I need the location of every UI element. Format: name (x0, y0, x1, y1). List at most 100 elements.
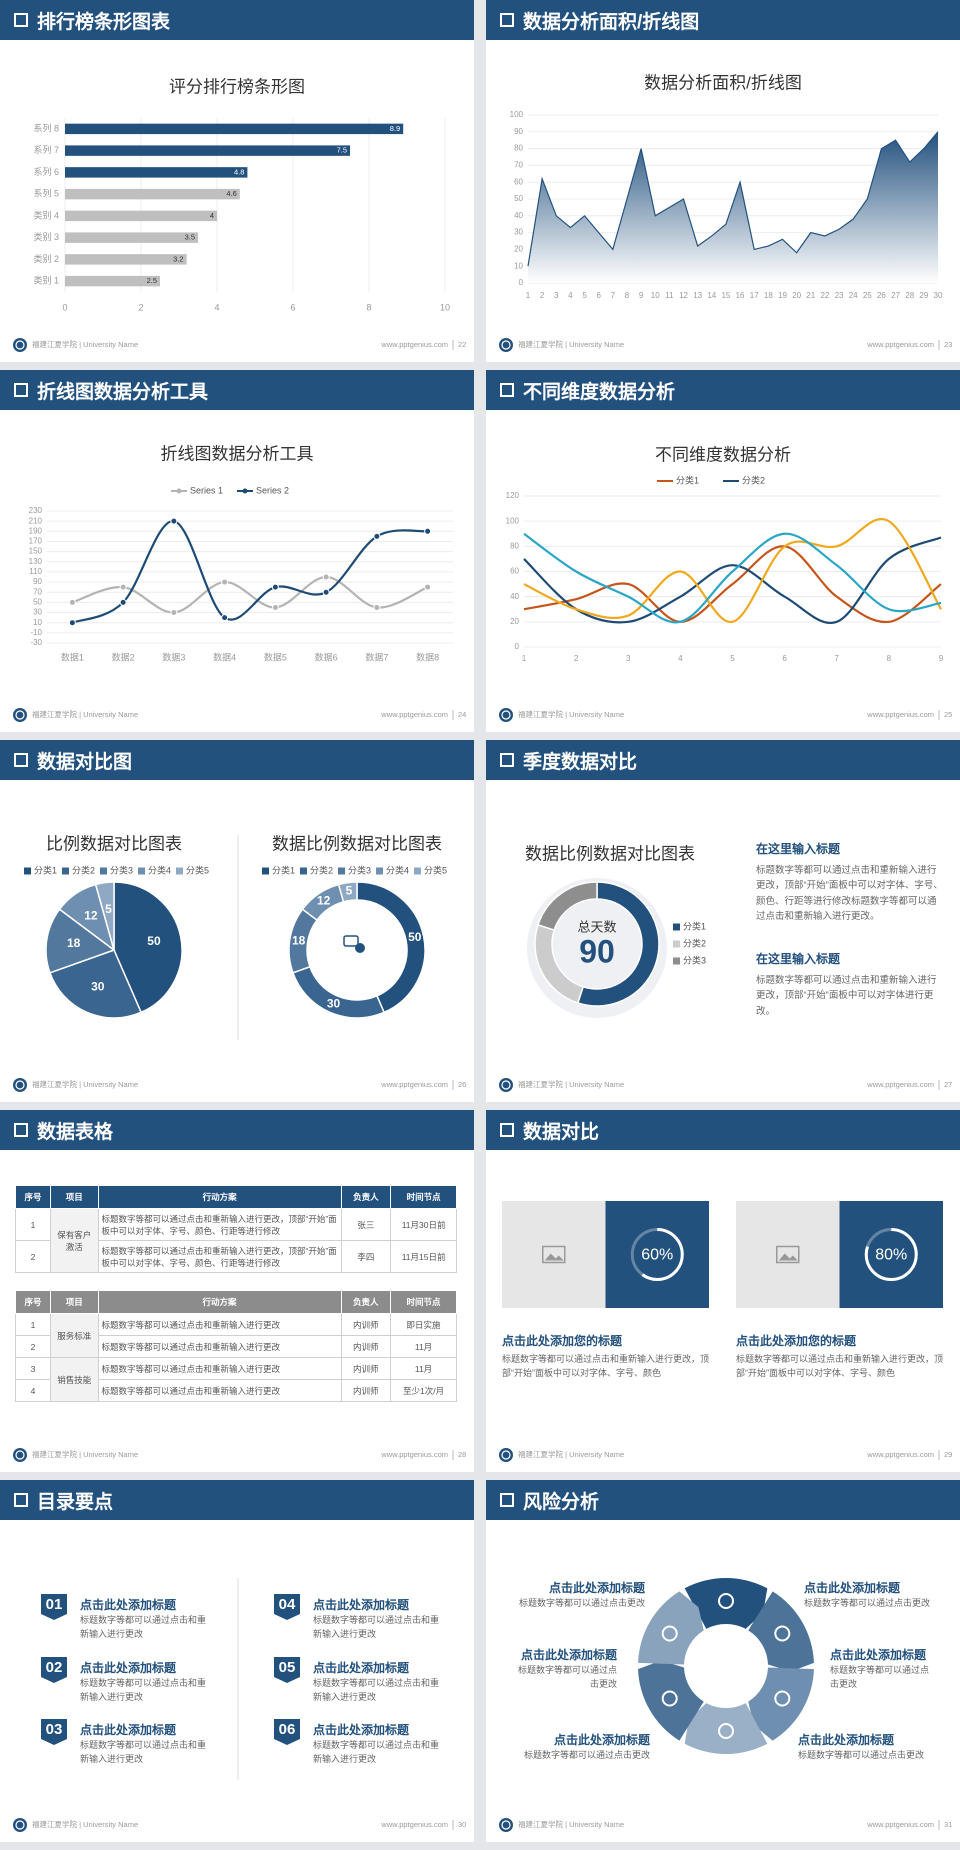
header-icon (500, 13, 514, 27)
area (528, 131, 938, 283)
ring-label: 60% (641, 1247, 673, 1264)
footer-page: 22 (458, 340, 466, 349)
cell: 11月30日前 (390, 1208, 457, 1241)
badge (41, 1594, 67, 1620)
header-cell: 时间节点 (390, 1185, 457, 1209)
slice-label: 18 (292, 933, 306, 947)
x-tick-label: 20 (792, 291, 801, 300)
footer-page: 28 (458, 1450, 466, 1459)
x-tick-label: 5 (582, 291, 587, 300)
value-label: 3.5 (185, 233, 195, 242)
cycle-segment (638, 1660, 704, 1741)
slice (537, 881, 598, 932)
slide-canvas: 福建江夏学院 | University Name www.pptgenius.co… (499, 844, 952, 1092)
legend-swatch (176, 867, 183, 875)
footer-school: 福建江夏学院 | University Name (518, 1079, 624, 1089)
value-label: 2.5 (147, 276, 157, 285)
cell: 标题数字等都可以通过点击和重新输入进行更改 (97, 1379, 342, 1402)
cell: 李四 (340, 1240, 392, 1273)
x-tick-label: 数据8 (416, 651, 439, 662)
footer-school: 福建江夏学院 | University Name (518, 339, 624, 349)
chart-title: 数据分析面积/折线图 (644, 73, 802, 92)
bar (65, 145, 350, 156)
project-cell: 服务标准 (49, 1313, 99, 1358)
slide-header: 数据对比 (486, 1110, 960, 1150)
x-tick-label: 13 (693, 291, 702, 300)
slide: 目录要点 福建江夏学院 | University Name www.pptgeniu… (0, 1480, 474, 1842)
cell: 1 (15, 1208, 51, 1241)
y-tick-label: 70 (33, 587, 42, 596)
category-label: 系列 8 (33, 122, 59, 133)
footer-site: www.pptgenius.com (380, 1820, 448, 1829)
y-tick-label: 150 (29, 547, 43, 556)
slide-header: 季度数据对比 (486, 740, 960, 780)
y-tick-label: 30 (33, 608, 42, 617)
footer-page: 26 (458, 1080, 466, 1089)
slide-header: 不同维度数据分析 (486, 370, 960, 410)
x-tick-label: 12 (679, 291, 688, 300)
slice-label: 5 (346, 884, 353, 898)
x-tick-label: 28 (905, 291, 914, 300)
header-icon (14, 383, 28, 397)
series-line (71, 520, 428, 624)
point (373, 603, 381, 611)
text-title: 在这里输入标题 (756, 842, 841, 856)
item-title: 点击此处添加标题 (80, 1598, 177, 1612)
slice-label: 12 (84, 909, 98, 923)
header-row: 序号 项目 行动方案 负责人 时间节点 (15, 1185, 457, 1209)
cell: 内训师 (340, 1357, 392, 1380)
legend-swatch (62, 867, 69, 875)
x-tick-label: 数据7 (365, 651, 388, 662)
cycle-icon (774, 1690, 791, 1707)
y-tick-label: 190 (29, 526, 43, 535)
logo-ring (15, 710, 25, 720)
legend-swatch (673, 940, 680, 948)
value-label: 3.2 (173, 254, 183, 263)
slide: 数据对比 福建江夏学院 | University Name www.pptgeniu… (486, 1110, 960, 1472)
logo (13, 1818, 27, 1832)
header-title: 目录要点 (37, 1491, 114, 1513)
cycle-body: 标题数字等都可以通过点击更改 (518, 1598, 645, 1608)
footer-page: 30 (458, 1820, 466, 1829)
slice (113, 881, 183, 1014)
x-tick-label: 2 (574, 654, 579, 663)
slide: 排行榜条形图表 福建江夏学院 | University Name www.pptge… (0, 0, 474, 362)
x-tick-label: 8 (625, 291, 630, 300)
table-row: 3 销售技能 标题数字等都可以通过点击和重新输入进行更改 内训师 11月 (15, 1357, 457, 1402)
bar (65, 123, 404, 135)
image-icon (542, 1245, 566, 1264)
header-cell: 项目 (49, 1290, 99, 1314)
slice (94, 881, 115, 951)
x-tick-label: 11 (665, 291, 674, 300)
y-tick-label: 130 (29, 557, 43, 566)
x-tick-label: 18 (764, 291, 773, 300)
badge-number: 04 (279, 1596, 296, 1613)
cycle-title: 点击此处添加标题 (520, 1648, 617, 1662)
value-label: 8.9 (390, 124, 400, 133)
slide-canvas: 福建江夏学院 | University Name www.pptgenius.co… (13, 1448, 466, 1462)
legend-label: 分类1 (676, 474, 699, 485)
slice-label: 30 (327, 996, 341, 1010)
header-cell: 负责人 (340, 1185, 392, 1209)
x-tick-label: 30 (934, 291, 943, 300)
slide-header: 风险分析 (486, 1480, 960, 1520)
legend-label: 分类2 (742, 474, 765, 485)
x-tick-label: 27 (891, 291, 900, 300)
header-icon (14, 13, 28, 27)
x-tick-label: 7 (835, 654, 840, 663)
item-title: 点击此处添加标题 (313, 1723, 410, 1737)
data-table: 序号 项目 行动方案 负责人 时间节点 1 服务标准 标题数字等都可以通过点击和重新输入进行更… (15, 1290, 457, 1402)
y-tick-label: -10 (30, 628, 42, 637)
image-icon-hill (778, 1253, 798, 1261)
legend-label: 分类3 (683, 954, 706, 965)
x-tick-label: 16 (736, 291, 745, 300)
cycle-icon (661, 1690, 678, 1707)
logo-ring (501, 1450, 511, 1460)
cell: 2 (15, 1240, 51, 1273)
logo (13, 708, 27, 722)
y-tick-label: 100 (510, 110, 524, 119)
y-tick-label: 100 (506, 516, 520, 525)
footer-school: 福建江夏学院 | University Name (518, 1819, 624, 1829)
x-tick-label: 1 (526, 291, 531, 300)
category-label: 系列 6 (33, 166, 59, 177)
